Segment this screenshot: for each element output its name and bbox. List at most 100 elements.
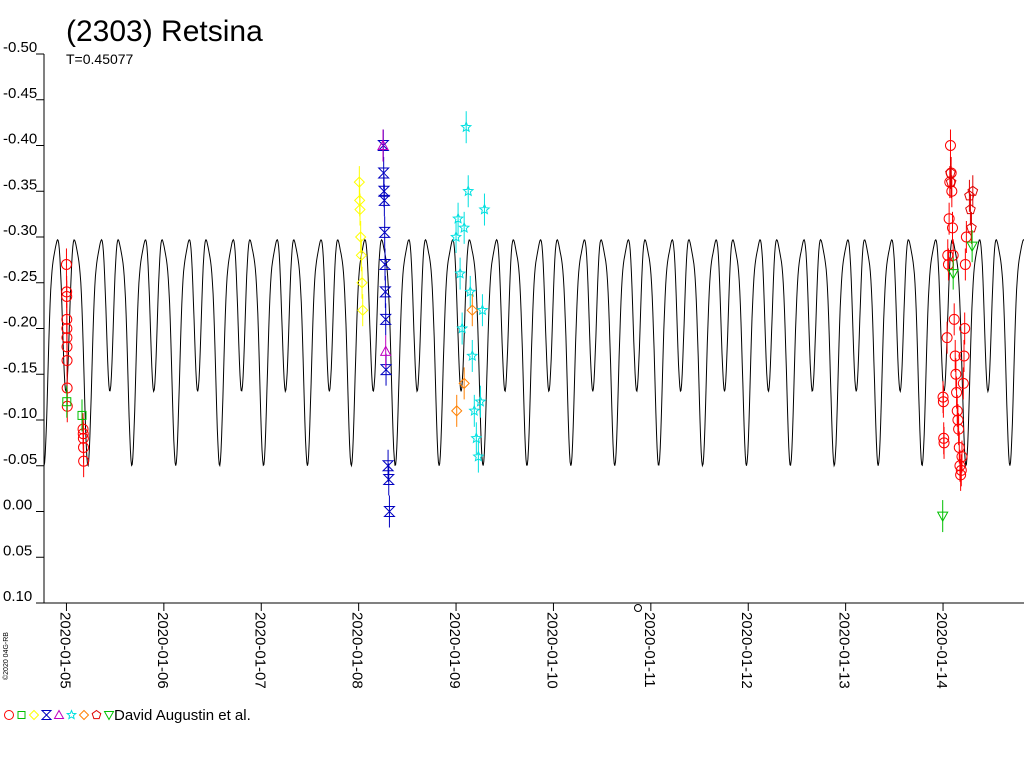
- x-tick-label: 2020-01-13: [836, 612, 853, 689]
- series-triangle-up: [377, 129, 392, 368]
- legend-marker: [103, 711, 115, 721]
- y-tick-label: -0.35: [3, 176, 37, 193]
- data-point: [377, 139, 389, 150]
- x-tick-label: 2020-01-05: [56, 612, 73, 689]
- data-point: [377, 167, 390, 179]
- data-point: [354, 203, 366, 216]
- y-tick-label: 0.10: [3, 588, 32, 605]
- data-point: [957, 377, 969, 389]
- data-point: [947, 269, 960, 280]
- y-tick-label: -0.05: [3, 451, 37, 468]
- data-point: [451, 405, 463, 417]
- x-tick-label: 2020-01-10: [543, 612, 560, 689]
- data-point: [955, 469, 967, 481]
- data-point: [357, 304, 369, 316]
- data-point: [947, 222, 959, 234]
- y-tick-label: -0.50: [3, 39, 37, 56]
- legend-marker: [78, 709, 90, 721]
- x-tick-label: 2020-01-09: [446, 612, 463, 689]
- data-point: [354, 231, 367, 243]
- legend-marker: [53, 709, 65, 719]
- data-point: [378, 258, 392, 270]
- data-point: [948, 313, 960, 325]
- data-point: [941, 332, 953, 344]
- data-point: [383, 506, 396, 517]
- data-point: [474, 395, 487, 407]
- data-point: [379, 364, 393, 376]
- data-point: [956, 451, 968, 463]
- data-point: [468, 404, 481, 416]
- data-point: [476, 303, 489, 316]
- legend-marker: [28, 709, 40, 721]
- data-point: [356, 277, 368, 289]
- legend-marker: [17, 711, 26, 719]
- legend-marker: [4, 710, 14, 720]
- data-point: [379, 345, 392, 356]
- data-point: [936, 511, 949, 523]
- data-point: [945, 176, 957, 187]
- data-point: [458, 377, 470, 390]
- data-point: [959, 323, 971, 334]
- data-point: [61, 355, 73, 367]
- data-point: [945, 167, 956, 178]
- y-tick-label: -0.20: [3, 314, 37, 331]
- y-tick-label: -0.30: [3, 222, 37, 239]
- data-point: [450, 230, 463, 243]
- y-tick-label: -0.25: [3, 268, 37, 285]
- credit-label: David Augustin et al.: [114, 707, 251, 724]
- data-point: [938, 437, 950, 449]
- data-point: [456, 322, 469, 334]
- data-point: [382, 473, 395, 485]
- data-point: [77, 410, 87, 420]
- data-point: [466, 349, 479, 362]
- data-point: [953, 423, 965, 435]
- data-point: [452, 212, 465, 224]
- data-point: [62, 397, 72, 407]
- axes: -0.50 -0.45 -0.40 -0.35 -0.30 -0.25 -0.20 -0.15…: [3, 39, 1024, 689]
- data-point: [470, 432, 483, 444]
- data-point: [378, 194, 391, 206]
- data-point: [378, 226, 391, 238]
- data-point: [959, 258, 971, 270]
- legend: [4, 709, 115, 721]
- data-point: [967, 185, 979, 196]
- series-diamond: [353, 166, 369, 327]
- model-curve-path: [43, 238, 1024, 468]
- x-tick-label: 2020-01-11: [641, 612, 658, 688]
- data-point: [462, 185, 475, 197]
- series-triangle-down: [936, 230, 978, 533]
- x-tick-label: 2020-01-12: [738, 612, 755, 689]
- data-point: [966, 222, 977, 233]
- series-square: [62, 385, 87, 432]
- observations: [60, 111, 979, 533]
- data-point: [955, 464, 967, 476]
- y-tick-label: -0.40: [3, 131, 37, 148]
- x-tick-label: 2020-01-08: [349, 612, 366, 689]
- data-point: [964, 190, 975, 201]
- origin-marker: [634, 604, 642, 612]
- data-point: [355, 249, 368, 262]
- data-point: [949, 350, 961, 362]
- data-point: [965, 203, 976, 215]
- data-point: [379, 286, 392, 298]
- data-point: [466, 304, 478, 316]
- chart-subtitle: T=0.45077: [66, 51, 134, 67]
- series-pentagon: [945, 156, 979, 244]
- data-point: [460, 120, 473, 133]
- data-point: [951, 387, 963, 399]
- legend-marker: [40, 710, 53, 720]
- data-point: [958, 350, 970, 362]
- series-star: [450, 111, 491, 473]
- data-point: [951, 405, 963, 417]
- data-point: [60, 258, 72, 270]
- series-hourglass: [377, 129, 396, 528]
- data-point: [952, 414, 964, 426]
- x-tick-label: 2020-01-07: [251, 612, 268, 689]
- data-point: [61, 290, 73, 302]
- data-point: [458, 221, 471, 233]
- data-point: [472, 450, 485, 462]
- data-point: [478, 203, 491, 215]
- data-point: [377, 140, 390, 151]
- data-point: [379, 313, 392, 325]
